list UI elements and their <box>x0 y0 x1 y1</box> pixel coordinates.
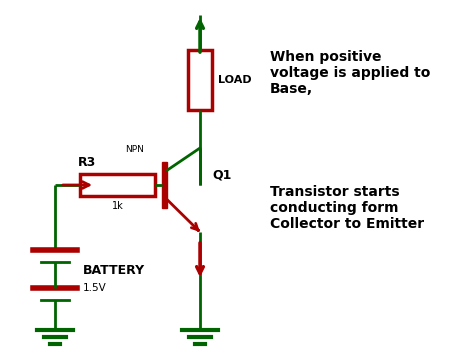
Bar <box>163 162 167 208</box>
Text: 1.5V: 1.5V <box>83 283 107 293</box>
Text: When positive
voltage is applied to
Base,: When positive voltage is applied to Base… <box>270 50 430 96</box>
Text: BATTERY: BATTERY <box>83 263 145 276</box>
Bar <box>80 174 155 196</box>
Text: NPN: NPN <box>126 145 145 154</box>
Text: 1k: 1k <box>111 201 123 211</box>
Bar <box>188 50 212 110</box>
Text: LOAD: LOAD <box>218 75 252 85</box>
Text: R3: R3 <box>78 156 96 169</box>
Text: Q1: Q1 <box>212 169 231 181</box>
Text: Transistor starts
conducting form
Collector to Emitter: Transistor starts conducting form Collec… <box>270 185 424 231</box>
